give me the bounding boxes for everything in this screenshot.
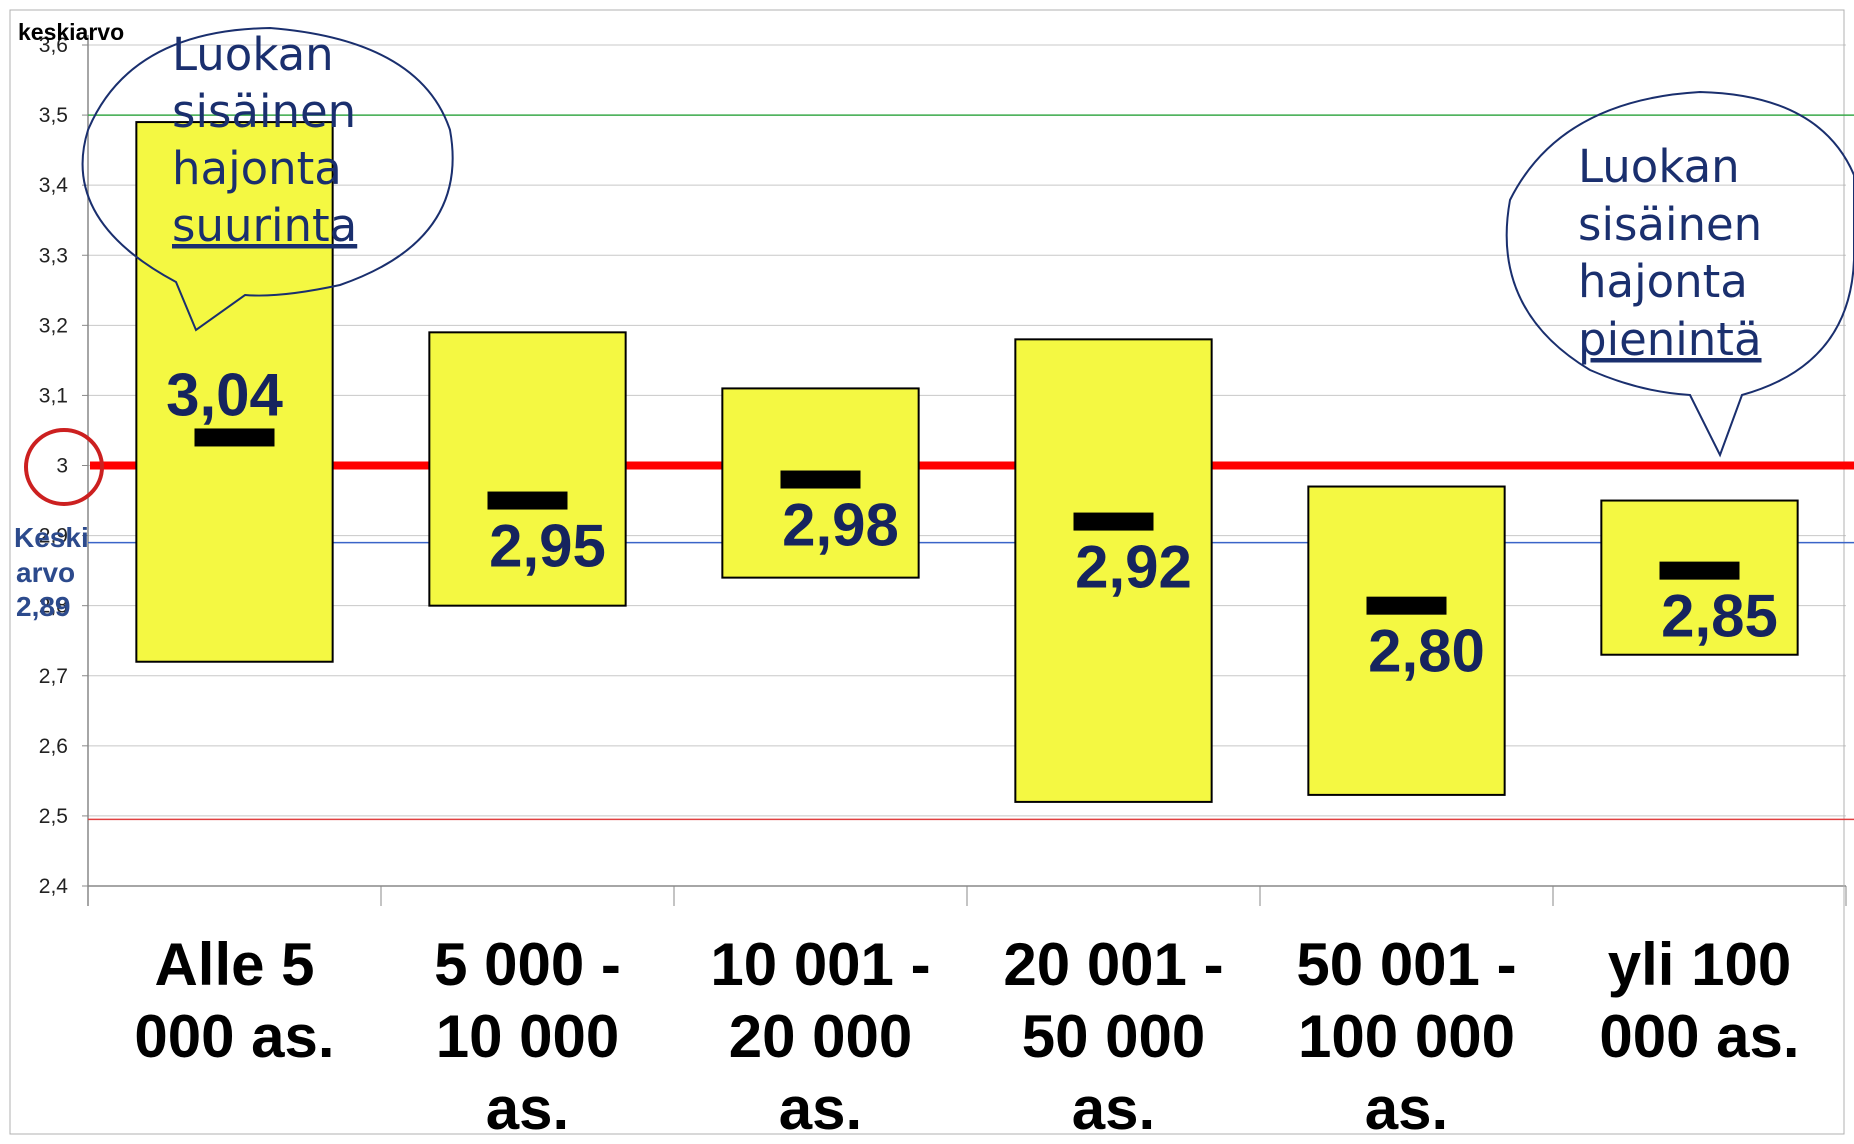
y-tick-label: 3,2 bbox=[39, 314, 68, 337]
y-tick-labels: 2,4 2,5 2,6 2,7 2,8 2,9 3 3,1 3,2 3,3 3,4 3,5 3,6 bbox=[39, 34, 69, 898]
range-box bbox=[428, 331, 627, 607]
category-label: as. bbox=[1365, 1075, 1448, 1142]
mean-value-label: 2,98 bbox=[782, 492, 899, 559]
y-tick-label: 2,9 bbox=[39, 525, 68, 548]
category-label: Alle 5 bbox=[154, 931, 314, 998]
range-boxes: 3,04 2,95 2,98 2,92 2,80 2,85 bbox=[135, 121, 1799, 803]
overall-mean-label-3: 2,89 bbox=[16, 591, 71, 622]
overall-mean-label-1: Keski bbox=[14, 522, 89, 553]
y-tick-label: 3 bbox=[56, 455, 68, 478]
mean-value-label: 2,92 bbox=[1075, 534, 1192, 601]
mean-marker bbox=[194, 428, 275, 447]
category-label: as. bbox=[486, 1075, 569, 1142]
y-axis-label: keskiarvo bbox=[18, 19, 124, 45]
category-label: 20 001 - bbox=[1003, 931, 1223, 998]
category-label: 20 000 bbox=[729, 1003, 913, 1070]
range-box bbox=[1307, 485, 1506, 796]
y-tick-label: 2,7 bbox=[39, 665, 68, 688]
y-tick-label: 2,5 bbox=[39, 805, 68, 828]
callout-smallest-line-2: sisäinen bbox=[1578, 198, 1762, 251]
category-label: 000 as. bbox=[1599, 1003, 1799, 1070]
callout-largest-line-1: Luokan bbox=[172, 28, 334, 81]
category-label: 100 000 bbox=[1298, 1003, 1515, 1070]
y-tick-label: 3,4 bbox=[39, 174, 69, 197]
range-box bbox=[1014, 338, 1213, 803]
mean-marker bbox=[1073, 512, 1154, 531]
callout-largest-emphasis: suurinta bbox=[172, 199, 357, 252]
callout-largest-line-2: sisäinen bbox=[172, 85, 356, 138]
category-label: 50 001 - bbox=[1296, 931, 1516, 998]
category-label: as. bbox=[1072, 1075, 1155, 1142]
callout-smallest-line-1: Luokan bbox=[1578, 140, 1740, 193]
callout-smallest-line-3: hajonta bbox=[1578, 255, 1748, 308]
callout-smallest-spread: Luokan sisäinen hajonta pienintä bbox=[1505, 90, 1854, 458]
axes bbox=[9, 9, 1847, 1135]
y-tick-label: 3,6 bbox=[39, 34, 68, 57]
category-label: 000 as. bbox=[134, 1003, 334, 1070]
range-box bbox=[135, 121, 334, 663]
mean-marker bbox=[1366, 596, 1447, 615]
mean-value-label: 2,85 bbox=[1661, 583, 1778, 650]
category-label: as. bbox=[779, 1075, 862, 1142]
y-tick-label: 3,1 bbox=[39, 384, 68, 407]
mean-marker bbox=[780, 470, 861, 489]
overall-mean-label-2: arvo bbox=[16, 557, 75, 588]
y-tick-label: 2,8 bbox=[39, 595, 68, 618]
reference-lines bbox=[88, 114, 1854, 821]
y-tick-label: 3,3 bbox=[39, 244, 68, 267]
mean-marker bbox=[487, 491, 568, 510]
mean-value-label: 3,04 bbox=[166, 361, 283, 428]
category-label: 10 001 - bbox=[710, 931, 930, 998]
y-tick-label: 2,4 bbox=[39, 875, 69, 898]
mean-marker bbox=[1659, 561, 1740, 580]
category-label: 5 000 - bbox=[434, 931, 621, 998]
mean-value-label: 2,95 bbox=[489, 513, 606, 580]
callout-smallest-emphasis: pienintä bbox=[1578, 313, 1762, 366]
callout-largest-line-3: hajonta bbox=[172, 142, 342, 195]
highlight-circle bbox=[24, 428, 104, 506]
category-label: 10 000 bbox=[436, 1003, 620, 1070]
category-label: 50 000 bbox=[1022, 1003, 1206, 1070]
y-tick-label: 3,5 bbox=[39, 104, 68, 127]
y-tick-label: 2,6 bbox=[39, 735, 68, 758]
category-label: yli 100 bbox=[1608, 931, 1792, 998]
callout-largest-spread: Luokan sisäinen hajonta suurinta bbox=[81, 26, 454, 332]
chart-frame bbox=[9, 9, 1845, 1135]
mean-value-label: 2,80 bbox=[1368, 618, 1485, 685]
